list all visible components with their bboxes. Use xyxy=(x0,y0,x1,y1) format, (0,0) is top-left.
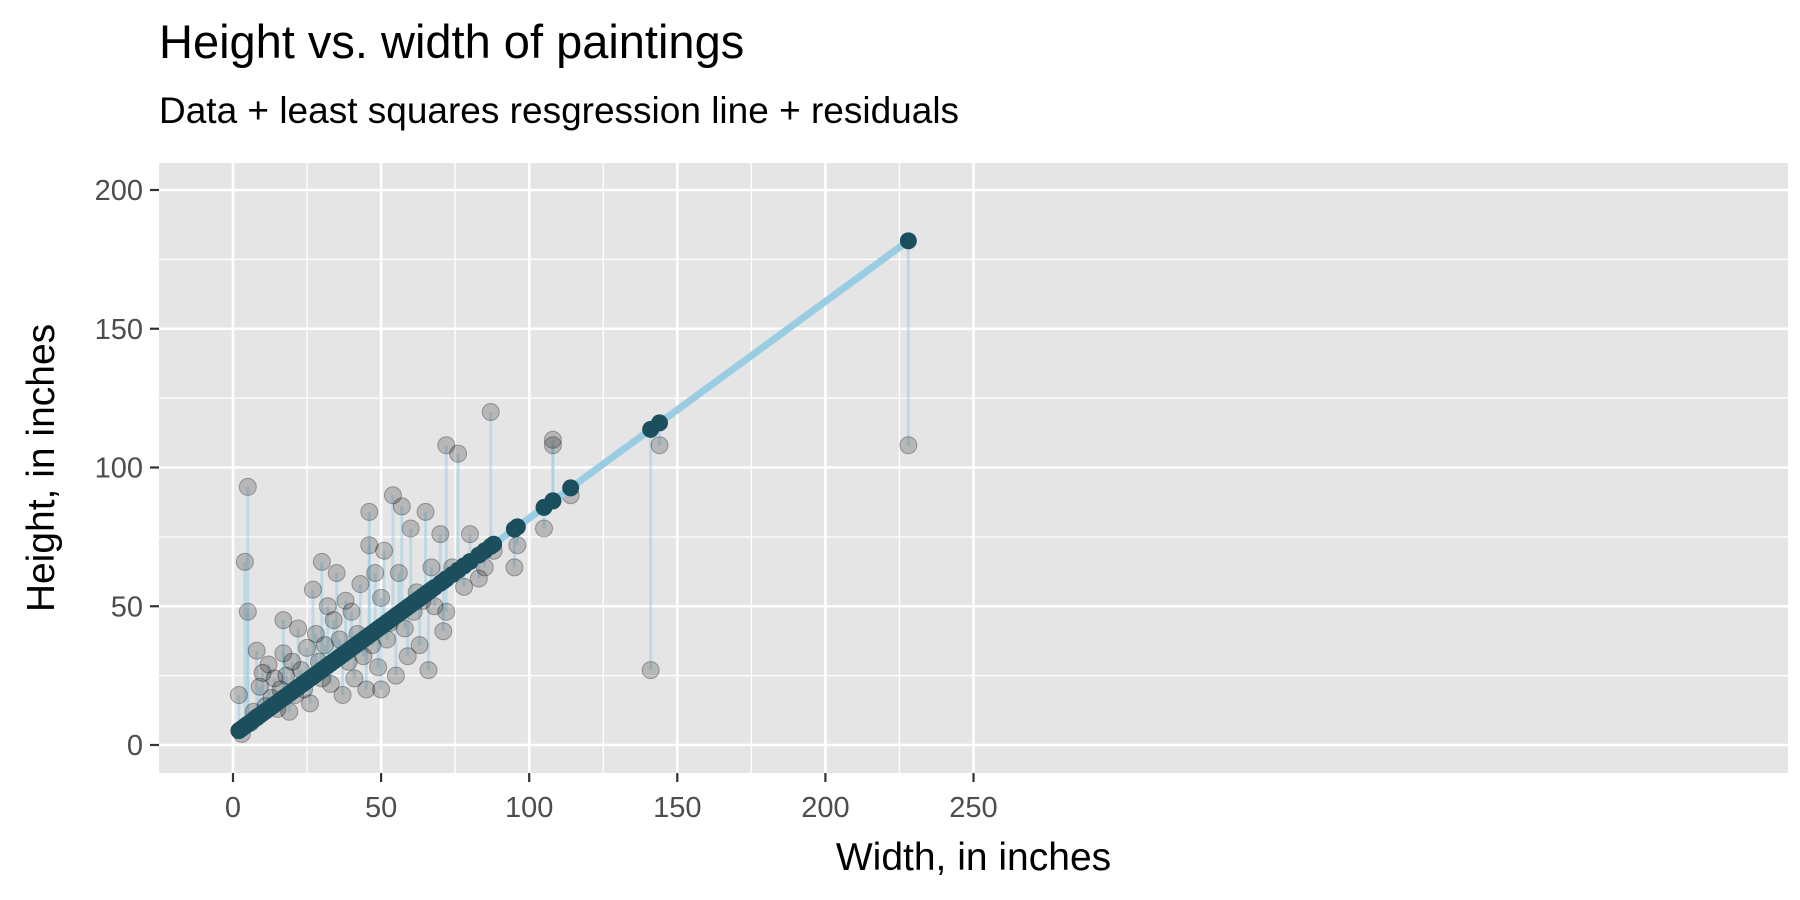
observed-point xyxy=(298,638,317,657)
observed-point xyxy=(351,575,370,594)
x-axis: 0 50 100 150 200 250 xyxy=(225,773,998,824)
observed-point xyxy=(274,611,293,630)
chart-subtitle: Data + least squares resgression line + … xyxy=(159,90,960,131)
chart-title: Height vs. width of paintings xyxy=(159,15,745,68)
observed-point xyxy=(277,666,296,685)
observed-point xyxy=(274,644,293,663)
observed-point xyxy=(342,602,361,621)
observed-point xyxy=(392,497,411,516)
fitted-points xyxy=(230,232,917,740)
observed-point xyxy=(419,661,438,680)
major-gridlines xyxy=(159,163,1788,773)
observed-point xyxy=(360,502,379,521)
observed-point xyxy=(253,663,272,682)
fitted-point xyxy=(651,414,669,432)
observed-point xyxy=(324,611,343,630)
observed-point xyxy=(422,558,441,577)
y-tick-label: 200 xyxy=(95,175,143,207)
y-tick-label: 50 xyxy=(111,591,143,623)
y-tick-label: 100 xyxy=(95,453,143,485)
observed-point xyxy=(431,525,450,544)
observed-point xyxy=(366,563,385,582)
observed-point xyxy=(455,577,474,596)
observed-point xyxy=(481,403,500,421)
observed-point xyxy=(641,661,660,680)
fitted-point xyxy=(544,492,562,510)
observed-point xyxy=(259,655,278,674)
observed-point xyxy=(469,569,488,588)
observed-point xyxy=(505,558,524,577)
x-tick-label: 250 xyxy=(949,792,997,824)
observed-point xyxy=(372,680,391,699)
observed-point xyxy=(345,669,364,688)
observed-point xyxy=(375,541,394,560)
observed-point xyxy=(327,563,346,582)
fitted-point xyxy=(899,232,917,250)
observed-point xyxy=(372,588,391,607)
observed-point xyxy=(318,597,337,616)
observed-point xyxy=(543,430,562,449)
x-tick-label: 150 xyxy=(653,792,701,824)
observed-point xyxy=(312,552,331,571)
observed-point xyxy=(301,694,320,713)
y-axis-title: Height, in inches xyxy=(20,324,63,612)
observed-point xyxy=(235,552,254,571)
observed-point xyxy=(437,436,456,455)
observed-point xyxy=(437,602,456,621)
observed-point xyxy=(410,636,429,655)
fitted-point xyxy=(508,518,526,536)
observed-point xyxy=(899,436,918,455)
observed-point xyxy=(386,666,405,685)
observed-point xyxy=(369,658,388,677)
fitted-point xyxy=(562,479,580,497)
observed-point xyxy=(398,647,417,666)
observed-point xyxy=(360,536,379,555)
observed-point xyxy=(229,686,248,705)
observed-point xyxy=(383,486,402,505)
observed-point xyxy=(543,436,562,455)
observed-point xyxy=(303,580,322,599)
observed-point xyxy=(357,680,376,699)
observed-point xyxy=(508,536,527,555)
observed-point xyxy=(336,591,355,610)
observed-point xyxy=(283,652,302,671)
y-tick-label: 0 xyxy=(127,730,143,762)
observed-point xyxy=(389,563,408,582)
observed-point xyxy=(460,525,479,544)
x-tick-label: 0 xyxy=(225,792,241,824)
observed-point xyxy=(401,519,420,538)
observed-point xyxy=(289,619,308,638)
fitted-point xyxy=(485,535,503,553)
x-tick-label: 50 xyxy=(365,792,397,824)
observed-point xyxy=(395,619,414,638)
observed-point xyxy=(238,602,257,621)
x-tick-label: 100 xyxy=(505,792,553,824)
observed-point xyxy=(434,622,453,641)
observed-point xyxy=(250,677,269,696)
observed-point xyxy=(333,686,352,705)
observed-point xyxy=(449,444,468,463)
observed-point xyxy=(247,641,266,660)
observed-point xyxy=(321,674,340,693)
y-axis: 0 50 100 150 200 xyxy=(95,175,159,762)
observed-point xyxy=(238,477,257,496)
observed-point xyxy=(535,519,554,538)
observed-point xyxy=(315,636,334,655)
observed-point xyxy=(416,502,435,521)
x-tick-label: 200 xyxy=(801,792,849,824)
x-axis-title: Width, in inches xyxy=(836,836,1111,879)
observed-point xyxy=(650,436,669,455)
observed-point xyxy=(265,669,284,688)
observed-point xyxy=(306,625,325,643)
y-tick-label: 150 xyxy=(95,314,143,346)
